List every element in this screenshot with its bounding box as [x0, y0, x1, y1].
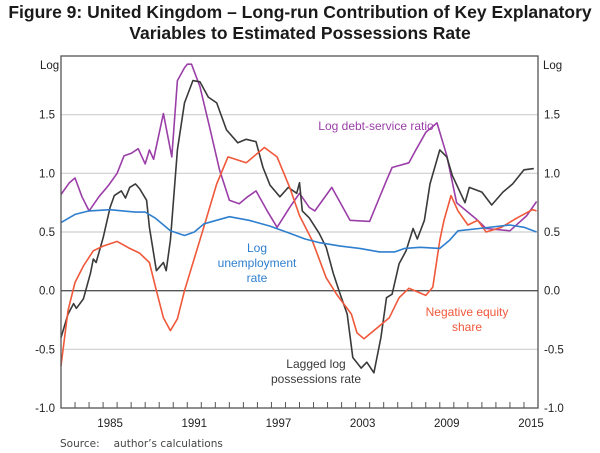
y-tick-label-right: -0.5 [544, 344, 564, 356]
chart-title-line-1: Figure 9: United Kingdom – Long-run Cont… [8, 2, 592, 22]
series-label-log-unemployment-rate: rate [247, 271, 268, 285]
y-tick-label-left: 0.5 [39, 227, 55, 239]
y-tick-label-right: 0.5 [544, 227, 560, 239]
series-label-log-unemployment-rate: Log [247, 241, 267, 255]
y-tick-label-left: 1.5 [39, 110, 55, 122]
x-tick-label: 1985 [97, 418, 123, 430]
series-label-log-debt-service-ratio: Log debt-service ratio [318, 119, 434, 133]
y-axis-right-unit-label: Log [543, 60, 562, 72]
x-tick-label: 2015 [518, 418, 544, 430]
x-tick-label: 1991 [181, 418, 207, 430]
y-tick-label-left: 1.0 [39, 168, 55, 180]
series-line-log-unemployment-rate [60, 208, 537, 253]
chart-title-line-2: Variables to Estimated Possessions Rate [129, 23, 471, 43]
chart-title: Figure 9: United Kingdom – Long-run Cont… [0, 2, 600, 44]
series-label-log-unemployment-rate: unemployment [218, 256, 297, 270]
y-tick-label-left: 0.0 [39, 286, 55, 298]
series-label-lagged-log-possessions-rate: Lagged log [286, 357, 345, 371]
axes: Log Log -1.0 -1.0 -0.5 -0.5 0.0 0.0 0.5 0.5 1.0 1… [35, 60, 564, 430]
source-note: Source: author’s calculations [60, 438, 237, 450]
source-text: author’s calculations [113, 438, 223, 450]
series-line-log-debt-service-ratio [60, 63, 538, 232]
y-axis-left-unit-label: Log [40, 60, 59, 72]
x-tick-label: 2003 [350, 418, 376, 430]
series-label-negative-equity-share: Negative equity [426, 305, 509, 319]
gridlines [61, 114, 538, 350]
series-label-lagged-log-possessions-rate: possessions rate [271, 372, 361, 386]
y-tick-label-right: 0.0 [544, 286, 560, 298]
y-tick-label-right: 1.0 [544, 168, 560, 180]
series-line-negative-equity-share [60, 146, 537, 366]
x-tick-label: 1997 [266, 418, 292, 430]
series-label-negative-equity-share: share [452, 320, 482, 334]
y-tick-label-right: 1.5 [544, 110, 560, 122]
y-tick-label-left: -0.5 [35, 344, 55, 356]
y-tick-label-left: -1.0 [35, 403, 55, 415]
source-label: Source: [60, 438, 100, 450]
series-labels: Log debt-service ratio Lagged logpossessi… [218, 119, 509, 386]
series-line-lagged-log-possessions-rate [60, 79, 534, 374]
series-lines [60, 63, 538, 374]
y-tick-label-right: -1.0 [544, 403, 564, 415]
x-tick-label: 2009 [434, 418, 460, 430]
